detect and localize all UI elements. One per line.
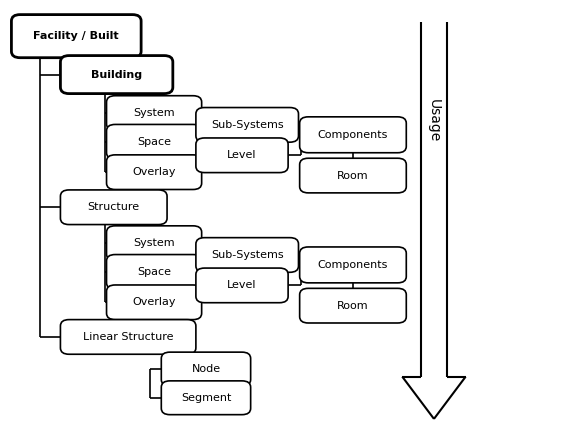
Text: Usage: Usage <box>427 99 441 143</box>
Text: System: System <box>133 108 175 118</box>
Text: Sub-Systems: Sub-Systems <box>211 120 283 130</box>
FancyBboxPatch shape <box>196 138 288 172</box>
Text: Structure: Structure <box>88 202 140 212</box>
Text: Segment: Segment <box>181 393 231 403</box>
Text: Node: Node <box>191 364 221 374</box>
Text: Components: Components <box>318 130 388 140</box>
FancyBboxPatch shape <box>107 255 201 289</box>
FancyBboxPatch shape <box>300 288 406 323</box>
Text: Facility / Built: Facility / Built <box>33 31 119 41</box>
Text: Overlay: Overlay <box>132 167 176 177</box>
FancyBboxPatch shape <box>61 190 167 225</box>
FancyBboxPatch shape <box>300 158 406 193</box>
FancyBboxPatch shape <box>107 226 201 261</box>
FancyBboxPatch shape <box>161 352 251 386</box>
FancyBboxPatch shape <box>107 96 201 131</box>
FancyBboxPatch shape <box>196 107 299 142</box>
Text: Space: Space <box>137 137 171 147</box>
FancyBboxPatch shape <box>196 268 288 303</box>
FancyBboxPatch shape <box>107 155 201 190</box>
FancyBboxPatch shape <box>107 125 201 159</box>
FancyBboxPatch shape <box>12 15 141 58</box>
FancyBboxPatch shape <box>196 238 299 272</box>
Text: System: System <box>133 238 175 248</box>
FancyBboxPatch shape <box>61 320 196 354</box>
FancyBboxPatch shape <box>161 381 251 415</box>
Text: Space: Space <box>137 267 171 277</box>
FancyBboxPatch shape <box>107 285 201 320</box>
Text: Room: Room <box>337 170 369 181</box>
Text: Sub-Systems: Sub-Systems <box>211 250 283 260</box>
FancyBboxPatch shape <box>61 56 173 94</box>
Text: Overlay: Overlay <box>132 297 176 307</box>
Text: Level: Level <box>227 280 257 290</box>
Text: Components: Components <box>318 260 388 270</box>
Text: Level: Level <box>227 150 257 160</box>
Text: Building: Building <box>91 70 142 80</box>
Text: Linear Structure: Linear Structure <box>83 332 173 342</box>
FancyBboxPatch shape <box>300 117 406 153</box>
Text: Room: Room <box>337 301 369 311</box>
FancyBboxPatch shape <box>300 247 406 283</box>
